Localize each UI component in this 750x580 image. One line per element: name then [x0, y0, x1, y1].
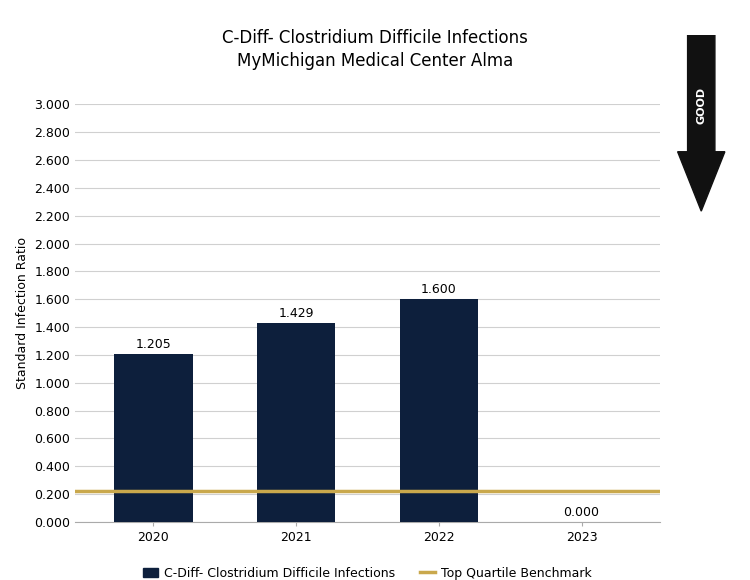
Text: 1.600: 1.600: [421, 284, 457, 296]
Text: 0.000: 0.000: [563, 506, 599, 519]
Y-axis label: Standard Infection Ratio: Standard Infection Ratio: [16, 237, 28, 389]
Text: MyMichigan Medical Center Alma: MyMichigan Medical Center Alma: [237, 52, 513, 70]
Bar: [400, 299, 478, 522]
Bar: [114, 354, 193, 522]
Text: C-Diff- Clostridium Difficile Infections: C-Diff- Clostridium Difficile Infections: [222, 29, 528, 47]
Text: GOOD: GOOD: [696, 87, 706, 124]
FancyArrow shape: [678, 35, 724, 211]
Bar: [257, 323, 335, 522]
Legend: C-Diff- Clostridium Difficile Infections, Top Quartile Benchmark: C-Diff- Clostridium Difficile Infections…: [138, 561, 597, 580]
Text: 1.205: 1.205: [136, 339, 171, 351]
Text: 1.429: 1.429: [278, 307, 314, 320]
